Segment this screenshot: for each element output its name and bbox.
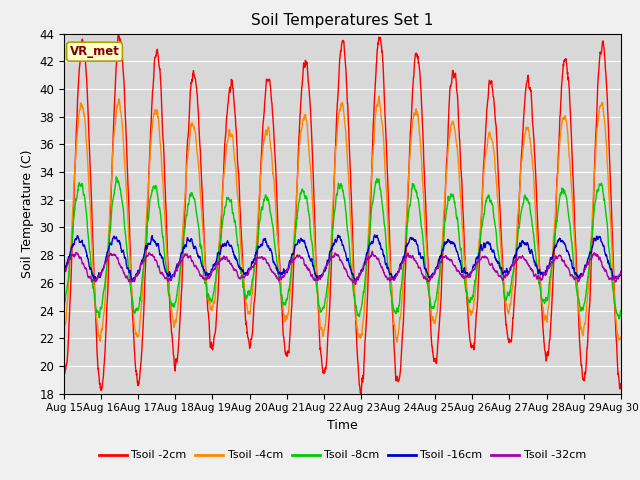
X-axis label: Time: Time [327, 419, 358, 432]
Legend: Tsoil -2cm, Tsoil -4cm, Tsoil -8cm, Tsoil -16cm, Tsoil -32cm: Tsoil -2cm, Tsoil -4cm, Tsoil -8cm, Tsoi… [95, 446, 590, 465]
Y-axis label: Soil Temperature (C): Soil Temperature (C) [20, 149, 34, 278]
Text: VR_met: VR_met [70, 45, 120, 58]
Title: Soil Temperatures Set 1: Soil Temperatures Set 1 [252, 13, 433, 28]
